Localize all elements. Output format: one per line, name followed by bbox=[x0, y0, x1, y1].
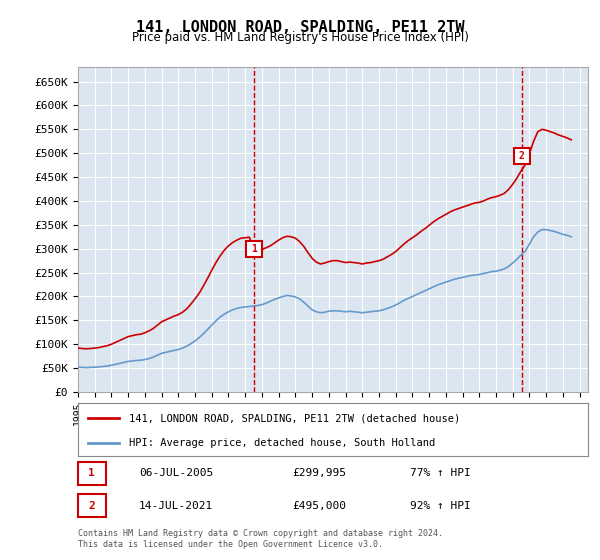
Text: £299,995: £299,995 bbox=[292, 468, 346, 478]
Text: 92% ↑ HPI: 92% ↑ HPI bbox=[409, 501, 470, 511]
Text: 77% ↑ HPI: 77% ↑ HPI bbox=[409, 468, 470, 478]
Text: 1: 1 bbox=[88, 468, 95, 478]
Text: 141, LONDON ROAD, SPALDING, PE11 2TW (detached house): 141, LONDON ROAD, SPALDING, PE11 2TW (de… bbox=[129, 413, 460, 423]
Text: 06-JUL-2005: 06-JUL-2005 bbox=[139, 468, 214, 478]
Text: 2: 2 bbox=[88, 501, 95, 511]
Text: 141, LONDON ROAD, SPALDING, PE11 2TW: 141, LONDON ROAD, SPALDING, PE11 2TW bbox=[136, 20, 464, 35]
Text: 1: 1 bbox=[251, 244, 257, 254]
Text: 14-JUL-2021: 14-JUL-2021 bbox=[139, 501, 214, 511]
Text: HPI: Average price, detached house, South Holland: HPI: Average price, detached house, Sout… bbox=[129, 438, 435, 448]
Text: £495,000: £495,000 bbox=[292, 501, 346, 511]
Text: 2: 2 bbox=[519, 151, 525, 161]
Text: Price paid vs. HM Land Registry's House Price Index (HPI): Price paid vs. HM Land Registry's House … bbox=[131, 31, 469, 44]
Text: Contains HM Land Registry data © Crown copyright and database right 2024.
This d: Contains HM Land Registry data © Crown c… bbox=[78, 529, 443, 549]
FancyBboxPatch shape bbox=[78, 494, 106, 517]
FancyBboxPatch shape bbox=[78, 462, 106, 485]
